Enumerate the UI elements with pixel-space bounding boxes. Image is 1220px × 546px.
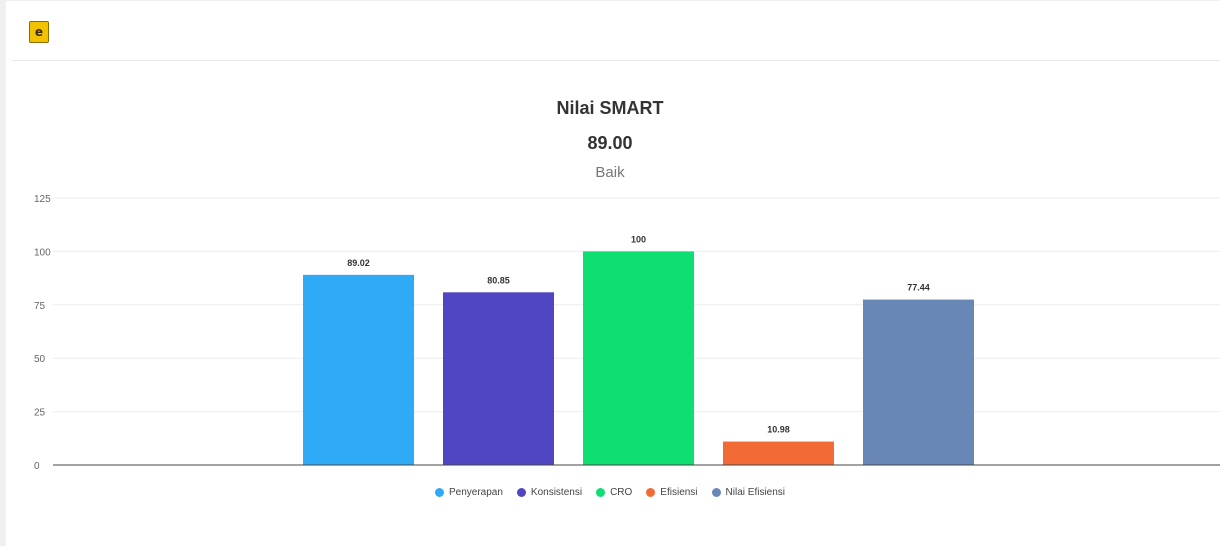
legend-marker-icon — [434, 488, 444, 497]
y-tick-label: 25 — [34, 408, 46, 419]
y-axis-tick-labels: 0 25 50 75 100 125 — [34, 194, 51, 472]
legend-label: Penyerapan — [448, 487, 503, 498]
y-tick-label: 125 — [34, 194, 51, 205]
bar-value-label: 100 — [631, 234, 646, 244]
legend-label: Nilai Efisiensi — [725, 487, 786, 498]
bar-value-label: 80.85 — [487, 275, 510, 285]
chart-title: Nilai SMART — [556, 98, 664, 118]
y-tick-label: 50 — [34, 354, 46, 365]
brand-logo-icon[interactable]: e — [29, 21, 49, 43]
bars — [303, 251, 974, 465]
bar-value-label: 10.98 — [767, 425, 790, 435]
bar-value-labels: 89.02 80.85 100 10.98 77.44 — [347, 234, 930, 434]
legend-item[interactable]: Penyerapan — [434, 487, 503, 498]
bar-cro[interactable] — [583, 251, 694, 465]
bar-nilai-efisiensi[interactable] — [863, 299, 974, 465]
bar-efisiensi[interactable] — [723, 441, 834, 465]
legend-item[interactable]: CRO — [596, 487, 632, 498]
legend-item[interactable]: Nilai Efisiensi — [711, 487, 786, 498]
legend-label: Efisiensi — [660, 487, 698, 498]
legend-label: Konsistensi — [530, 487, 583, 498]
legend-item[interactable]: Konsistensi — [516, 487, 583, 498]
legend-item[interactable]: Efisiensi — [646, 487, 698, 498]
bar-value-label: 89.02 — [347, 258, 370, 268]
panel-header: e — [12, 2, 1220, 61]
chart-legend: Penyerapan Konsistensi CRO Efisiensi Nilai E… — [0, 487, 1220, 498]
legend-label: CRO — [610, 487, 633, 498]
bar-penyerapan[interactable] — [303, 274, 414, 465]
bar-konsistensi[interactable] — [443, 292, 554, 465]
chart-score-value: 89.00 — [587, 133, 633, 153]
bar-value-label: 77.44 — [907, 283, 930, 293]
y-tick-label: 75 — [34, 301, 46, 312]
y-tick-label: 100 — [34, 247, 51, 258]
legend-marker-icon — [646, 488, 656, 497]
y-tick-label: 0 — [34, 461, 40, 472]
legend-marker-icon — [516, 488, 526, 497]
legend-marker-icon — [596, 488, 606, 497]
legend-marker-icon — [711, 488, 721, 497]
chart-subtitle: Baik — [595, 164, 625, 181]
